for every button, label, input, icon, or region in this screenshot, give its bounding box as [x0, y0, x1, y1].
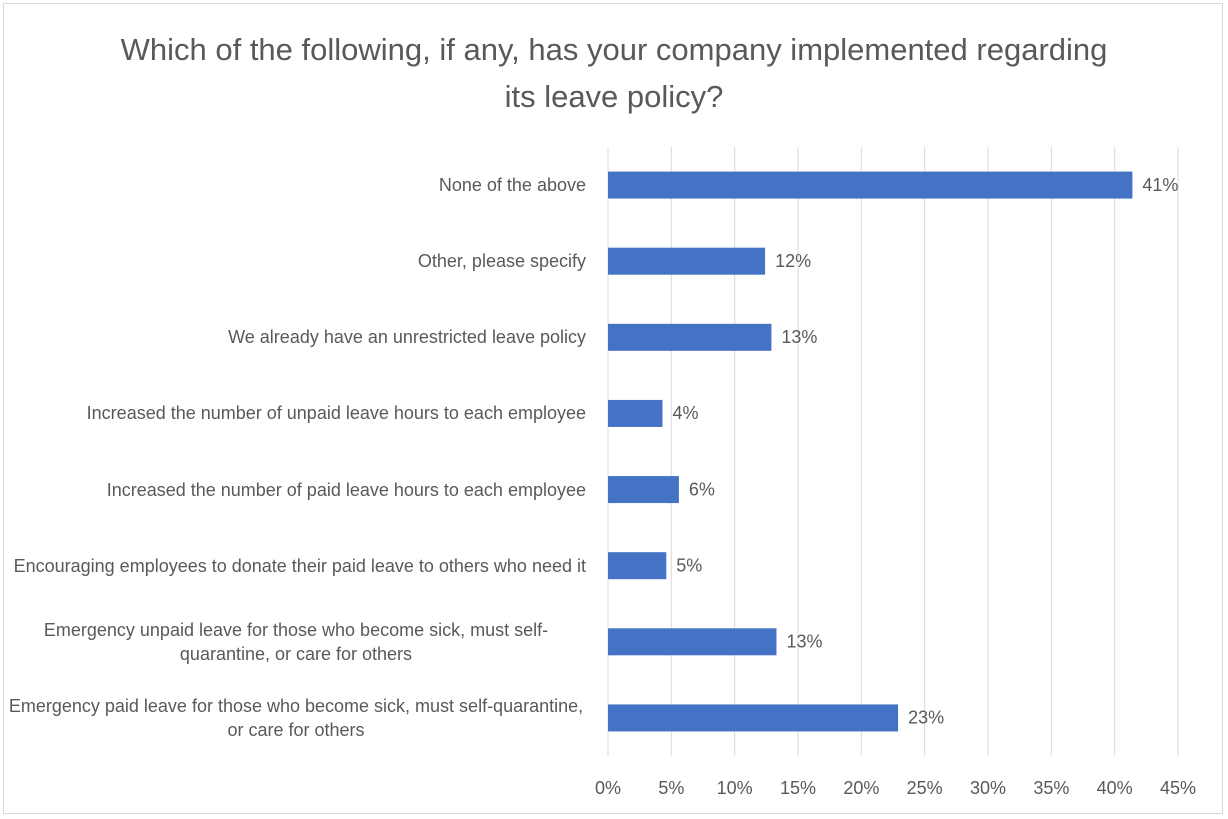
y-tick-label: Encouraging employees to donate their pa…: [13, 555, 586, 576]
y-tick-label: Emergency paid leave for those who becom…: [8, 695, 584, 740]
bar: [608, 247, 766, 275]
data-label: 12%: [775, 251, 811, 271]
x-tick-label: 25%: [907, 778, 943, 798]
y-tick-label: None of the above: [438, 175, 586, 196]
bar: [608, 323, 772, 351]
bar: [608, 552, 667, 580]
x-tick-label: 40%: [1097, 778, 1133, 798]
y-tick-label: Emergency unpaid leave for those who bec…: [43, 619, 549, 664]
x-tick-label: 30%: [970, 778, 1006, 798]
y-tick-label: Increased the number of unpaid leave hou…: [86, 403, 586, 424]
data-label: 41%: [1142, 175, 1178, 195]
y-tick-label: Other, please specify: [417, 251, 586, 272]
x-tick-label: 20%: [843, 778, 879, 798]
data-label: 4%: [672, 403, 698, 423]
bar: [608, 171, 1133, 199]
data-label: 23%: [908, 708, 944, 728]
bar: [608, 476, 679, 504]
data-label: 13%: [781, 327, 817, 347]
data-label: 6%: [689, 479, 715, 499]
data-label: 5%: [676, 555, 702, 575]
bar: [608, 399, 663, 427]
data-label: 13%: [786, 632, 822, 652]
y-tick-label: We already have an unrestricted leave po…: [228, 327, 586, 348]
chart-title: Which of the following, if any, has your…: [120, 32, 1108, 114]
y-tick-label: Increased the number of paid leave hours…: [106, 479, 586, 500]
x-tick-label: 35%: [1033, 778, 1069, 798]
x-tick-label: 10%: [717, 778, 753, 798]
chart-border: [3, 3, 1223, 814]
x-tick-label: 5%: [658, 778, 684, 798]
x-tick-label: 0%: [595, 778, 621, 798]
bar: [608, 628, 777, 656]
bar: [608, 704, 899, 732]
x-tick-label: 45%: [1160, 778, 1196, 798]
x-tick-label: 15%: [780, 778, 816, 798]
